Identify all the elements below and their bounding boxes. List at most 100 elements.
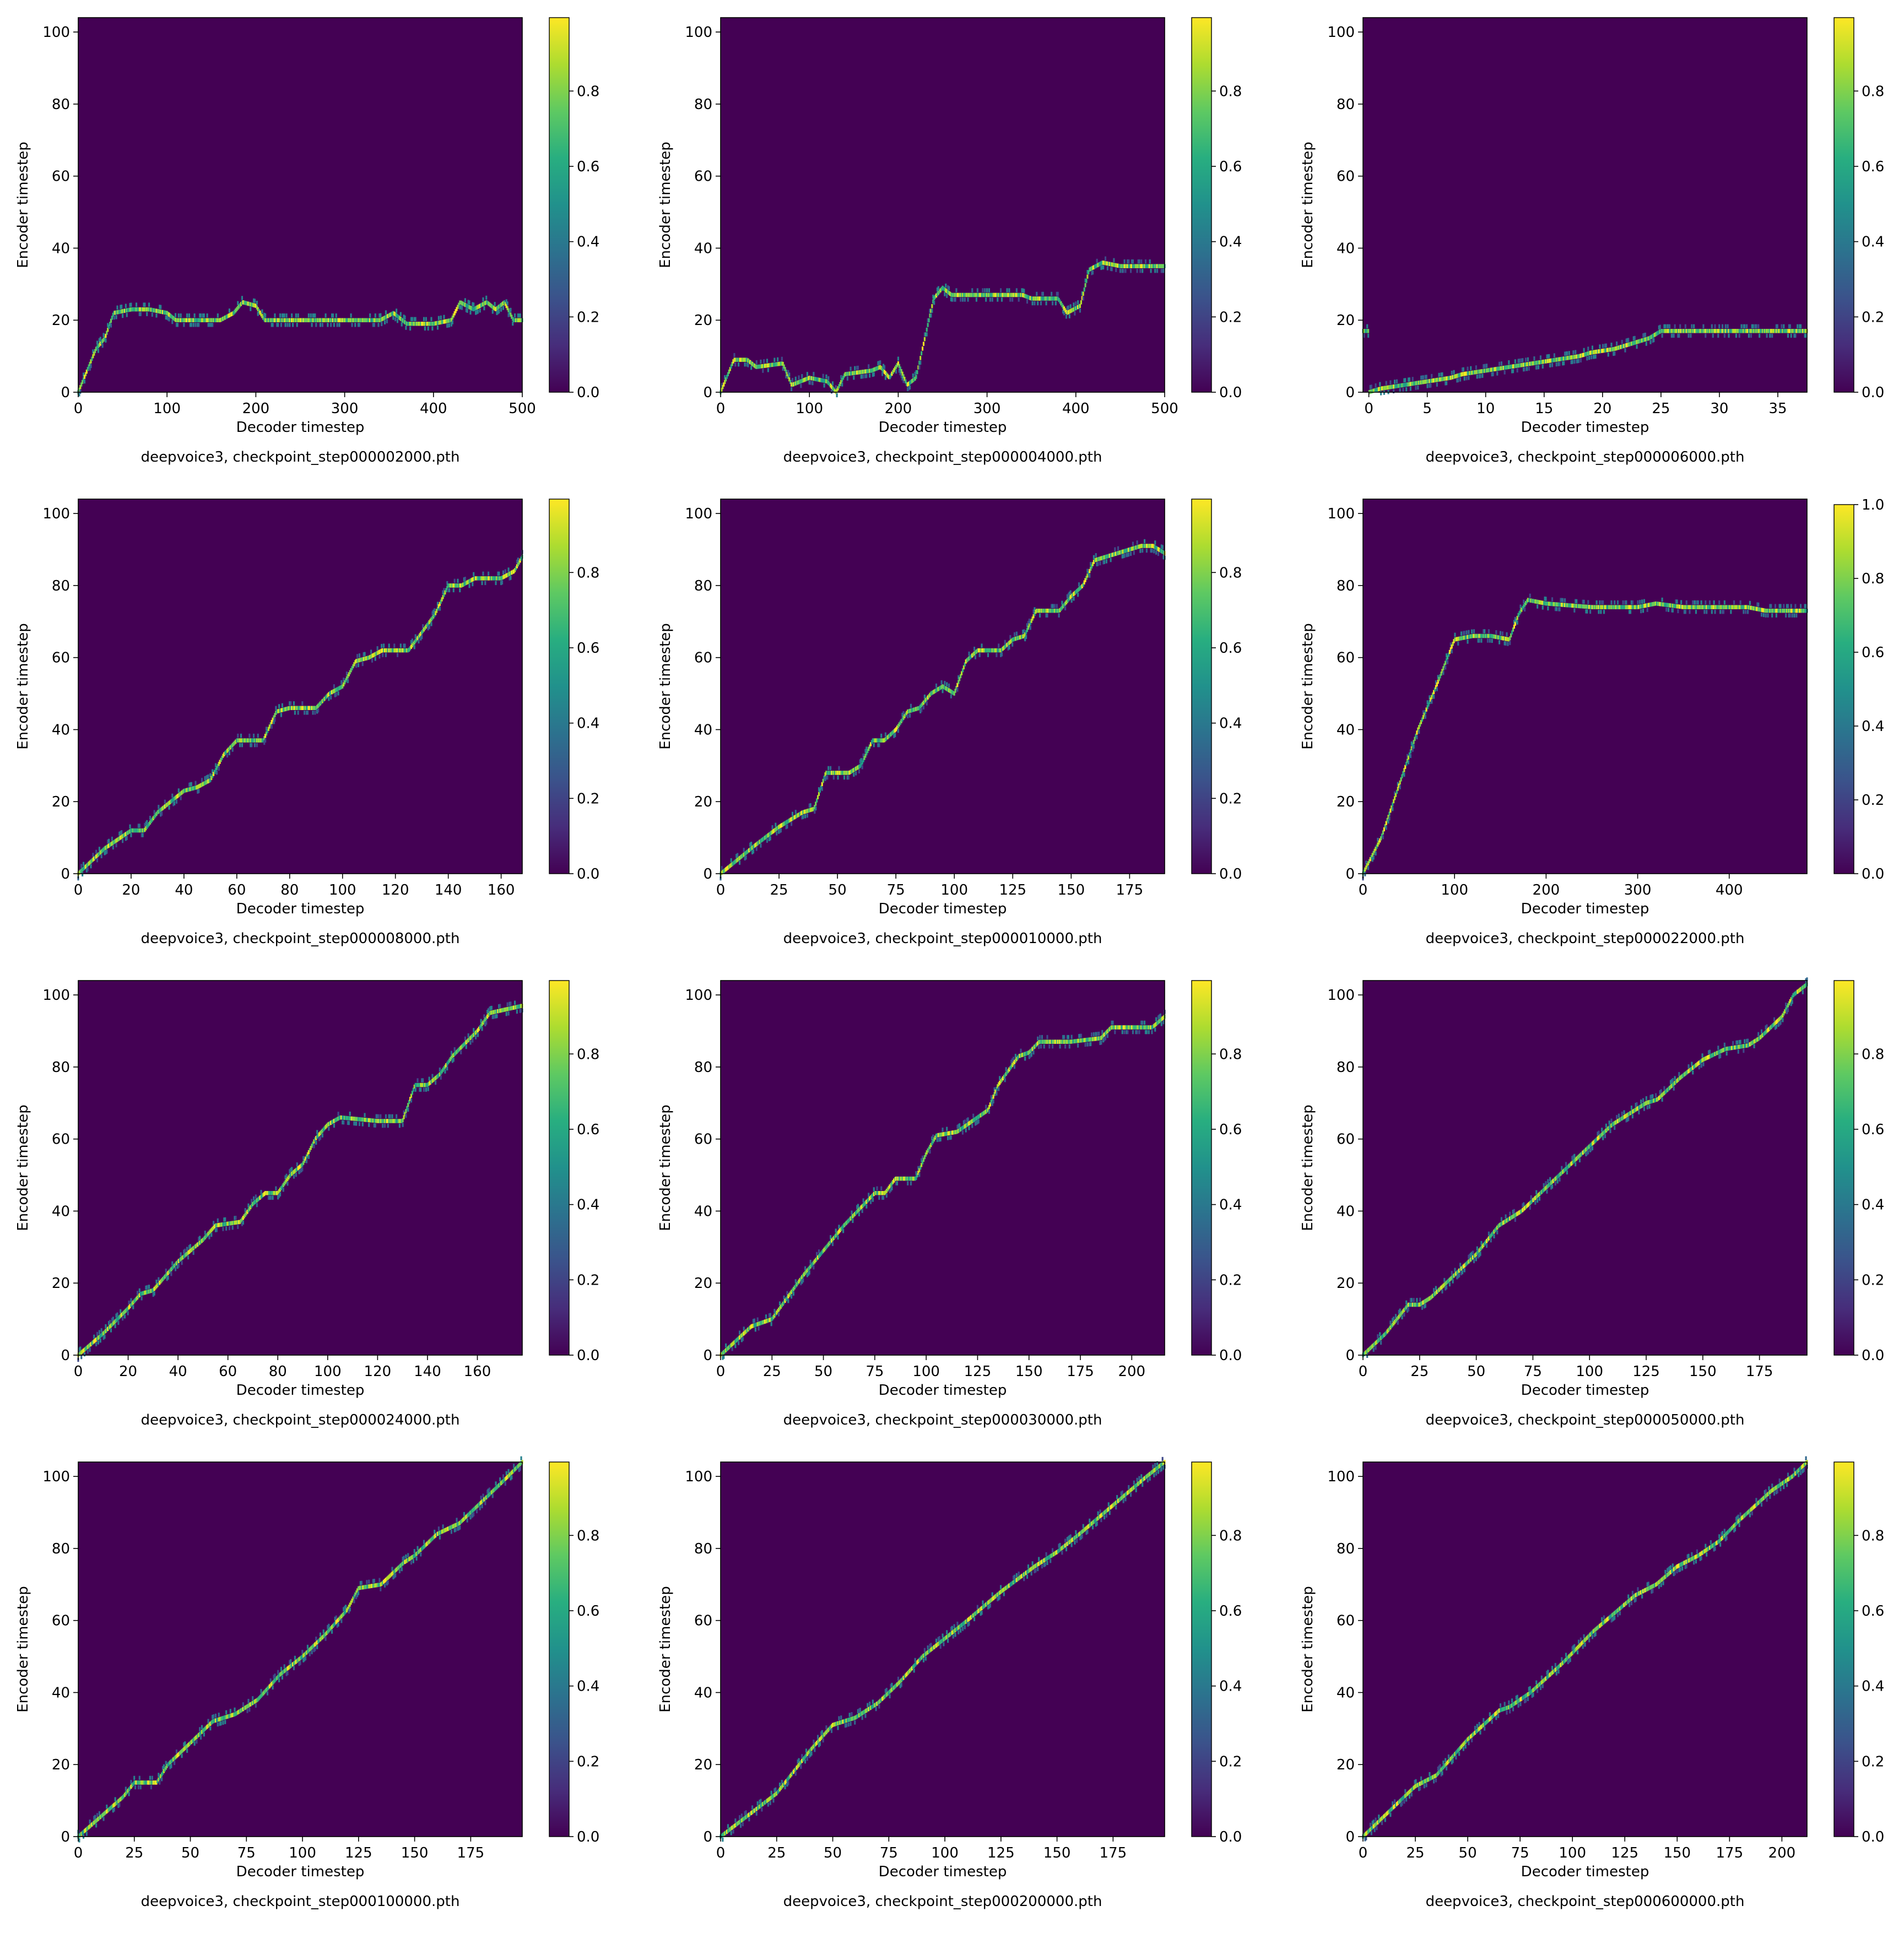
attention-cell — [1743, 324, 1745, 329]
x-tick-label: 500 — [1151, 400, 1178, 417]
attention-cell — [1060, 607, 1062, 611]
attention-cell — [791, 811, 794, 816]
attention-cell — [1421, 717, 1424, 722]
attention-cell — [753, 363, 755, 368]
attention-cell — [92, 857, 94, 862]
attention-cell — [879, 365, 881, 370]
attention-cell — [1591, 345, 1593, 350]
attention-cell — [840, 380, 842, 385]
attention-cell — [1540, 600, 1543, 605]
attention-cell — [199, 1240, 201, 1245]
attention-cell — [425, 624, 427, 629]
attention-cell — [730, 364, 732, 369]
attention-cell — [380, 1114, 382, 1119]
attention-cells — [720, 256, 1166, 398]
attention-cell — [1648, 335, 1651, 340]
attention-cell — [234, 1216, 236, 1220]
attention-cell — [913, 707, 915, 712]
attention-cell — [899, 721, 901, 725]
attention-cell — [1567, 355, 1569, 360]
attention-cell — [1587, 604, 1589, 609]
attention-cell — [431, 1079, 434, 1083]
attention-cell — [822, 778, 824, 783]
attention-cell — [1510, 364, 1512, 369]
attention-cell — [1401, 383, 1403, 388]
attention-cell — [496, 311, 498, 316]
attention-cell — [98, 847, 100, 851]
attention-cell — [1733, 605, 1735, 609]
y-tick-label: 80 — [694, 578, 712, 594]
attention-cell — [1580, 604, 1582, 609]
attention-cell — [368, 655, 370, 660]
attention-cell — [376, 1119, 378, 1123]
attention-cell — [965, 659, 967, 664]
attention-cell — [1070, 598, 1073, 603]
attention-cell — [837, 1235, 839, 1240]
attention-cell — [175, 322, 178, 327]
attention-cell — [1161, 264, 1164, 268]
attention-cell — [257, 733, 259, 738]
attention-cell — [180, 313, 182, 318]
attention-cell — [908, 1176, 910, 1181]
attention-cell — [788, 377, 791, 382]
attention-cell — [406, 1106, 408, 1111]
attention-cell — [1512, 627, 1514, 632]
colorbar-tick-label: 0.2 — [1862, 309, 1884, 326]
attention-cell — [388, 1119, 390, 1123]
attention-cell — [913, 1176, 915, 1181]
attention-cell — [460, 583, 462, 588]
attention-cell — [767, 833, 769, 837]
attention-cell — [449, 1057, 452, 1062]
attention-cell — [1471, 634, 1473, 638]
attention-cell — [1042, 296, 1044, 301]
attention-cell — [200, 1239, 202, 1244]
attention-cell — [1483, 364, 1485, 369]
attention-cell — [1701, 605, 1703, 609]
attention-cell — [419, 1082, 421, 1087]
attention-cell — [1569, 603, 1571, 608]
attention-cell — [1748, 333, 1750, 338]
attention-cell — [112, 841, 114, 845]
attention-cell — [285, 318, 288, 322]
attention-cell — [863, 369, 866, 374]
attention-cell — [516, 318, 518, 322]
attention-cell — [1051, 604, 1053, 608]
attention-cell — [973, 651, 976, 656]
attention-cell — [321, 318, 323, 322]
attention-cell — [745, 851, 747, 855]
attention-cell — [294, 706, 296, 710]
attention-cell — [857, 1208, 859, 1213]
attention-cell — [786, 1291, 788, 1296]
attention-cell — [281, 1184, 283, 1189]
attention-cell — [186, 313, 188, 318]
attention-cell — [838, 1229, 840, 1234]
attention-cell — [378, 318, 381, 322]
attention-cell — [392, 311, 394, 316]
attention-cell — [1651, 334, 1653, 339]
attention-cell — [1491, 367, 1493, 372]
attention-cell — [94, 855, 96, 860]
attention-cell — [1677, 329, 1679, 333]
attention-cell — [509, 1006, 511, 1011]
attention-cell — [1029, 625, 1031, 630]
attention-cell — [1006, 288, 1008, 293]
attention-cell — [104, 851, 106, 855]
attention-cell — [1126, 553, 1128, 557]
attention-cell — [761, 1320, 763, 1325]
attention-cell — [999, 648, 1001, 653]
attention-cell — [1452, 642, 1454, 646]
x-tick-label: 300 — [973, 400, 1001, 417]
attention-cell — [1129, 264, 1131, 268]
attention-cell — [1555, 362, 1557, 367]
attention-cell — [956, 1124, 959, 1129]
attention-cell — [247, 1203, 250, 1208]
attention-cell — [1037, 301, 1039, 306]
colorbar-tick-label: 0.0 — [577, 1347, 599, 1364]
attention-cell — [340, 318, 343, 322]
attention-cell — [1484, 369, 1486, 373]
attention-cell — [1088, 270, 1090, 275]
attention-cell — [921, 707, 923, 712]
attention-cell — [1652, 602, 1654, 607]
attention-cell — [1100, 556, 1102, 561]
attention-cell — [1139, 268, 1142, 273]
